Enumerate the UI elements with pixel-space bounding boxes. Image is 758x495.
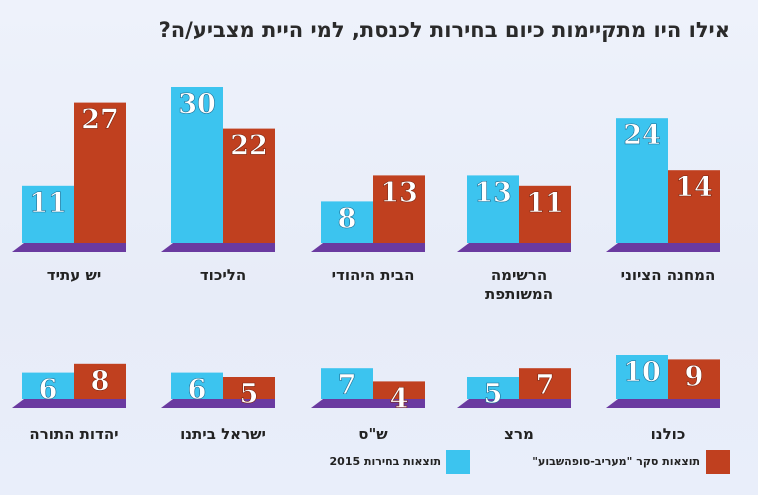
value-label-poll: 4 — [390, 383, 409, 414]
party-label: המחנה הציוני — [621, 266, 716, 284]
value-label-poll: 7 — [536, 370, 555, 401]
value-label-election: 10 — [623, 357, 661, 388]
bar-base — [457, 399, 571, 408]
party-label: הליכוד — [200, 266, 246, 284]
bar-base — [606, 399, 720, 408]
bar-election — [171, 372, 223, 399]
party-label: הרשימה המשותפת — [485, 266, 553, 303]
value-label-election: 8 — [338, 203, 357, 234]
value-label-election: 11 — [29, 188, 67, 219]
value-label-poll: 22 — [230, 131, 268, 162]
party-label: ש"ס — [358, 425, 388, 443]
value-label-poll: 13 — [380, 177, 418, 208]
bar-base — [161, 399, 275, 408]
value-label-election: 7 — [338, 370, 357, 401]
value-label-election: 5 — [484, 379, 503, 410]
bar-election — [171, 87, 223, 243]
bar-base — [311, 243, 425, 252]
chart-title: אילו היו מתקיימות כיום בחירות לכנסת, למי… — [158, 18, 730, 42]
bar-base — [457, 243, 571, 252]
party-label: כולנו — [651, 425, 686, 443]
bar-poll — [519, 185, 571, 243]
bar-election — [321, 368, 373, 399]
bar-election — [22, 372, 74, 399]
bar-election — [467, 377, 519, 399]
value-label-poll: 8 — [91, 366, 110, 397]
value-label-poll: 9 — [685, 361, 704, 392]
bar-poll — [74, 363, 126, 399]
value-label-poll: 5 — [240, 379, 259, 410]
bar-base — [12, 243, 126, 252]
bar-poll — [668, 359, 720, 399]
bar-poll — [223, 128, 275, 243]
value-label-election: 6 — [188, 375, 207, 406]
value-label-election: 30 — [178, 89, 216, 120]
value-label-election: 6 — [39, 375, 58, 406]
bar-poll — [223, 377, 275, 399]
bar-poll — [74, 102, 126, 243]
bar-base — [161, 243, 275, 252]
value-label-poll: 11 — [526, 188, 564, 219]
bar-election — [616, 118, 668, 243]
legend-swatch-poll — [706, 450, 730, 474]
bar-base — [12, 399, 126, 408]
party-label: יהדות התורה — [29, 425, 118, 443]
bar-poll — [519, 368, 571, 399]
value-label-election: 24 — [623, 120, 661, 151]
value-label-election: 13 — [474, 177, 512, 208]
bar-poll — [373, 175, 425, 243]
bar-poll — [373, 381, 425, 399]
bar-election — [22, 185, 74, 243]
legend-label-poll: תוצאות סקר "מעריב-סופהשבוע" — [532, 455, 700, 468]
bar-election — [321, 201, 373, 243]
party-label: הבית היהודי — [332, 266, 415, 284]
party-label: ישראל ביתנו — [180, 425, 266, 443]
value-label-poll: 14 — [675, 172, 713, 203]
bar-election — [616, 355, 668, 399]
bar-base — [606, 243, 720, 252]
legend-label-election: תוצאות בחירות 2015 — [329, 455, 441, 468]
party-label: מרצ — [504, 425, 534, 443]
bar-base — [311, 399, 425, 408]
bar-election — [467, 175, 519, 243]
bar-poll — [668, 170, 720, 243]
party-label: יש עתיד — [47, 266, 102, 284]
legend-swatch-election — [446, 450, 470, 474]
value-label-poll: 27 — [81, 105, 119, 136]
